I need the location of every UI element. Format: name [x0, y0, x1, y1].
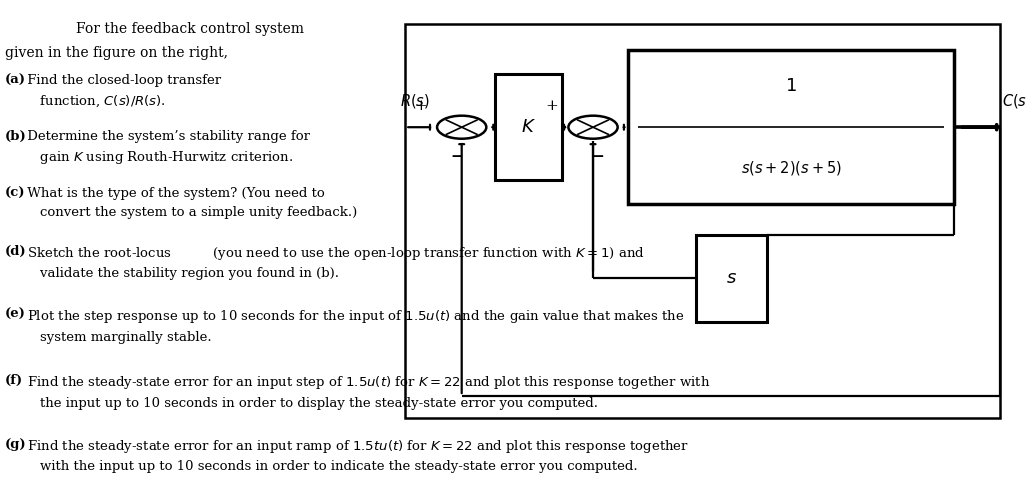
Text: $s(s + 2)(s + 5)$: $s(s + 2)(s + 5)$: [741, 159, 841, 177]
Text: Plot the step response up to 10 seconds for the input of $1.5u(t)$ and the gain : Plot the step response up to 10 seconds …: [6, 308, 684, 344]
Text: (b): (b): [5, 130, 27, 143]
Text: (g): (g): [5, 438, 27, 451]
Text: (d): (d): [5, 245, 27, 258]
Text: Find the steady-state error for an input step of $1.5u(t)$ for $K = 22$ and plot: Find the steady-state error for an input…: [6, 374, 711, 410]
Text: −: −: [450, 150, 463, 164]
Text: given in the figure on the right,: given in the figure on the right,: [5, 46, 228, 60]
Ellipse shape: [437, 116, 486, 139]
Text: For the feedback control system: For the feedback control system: [76, 22, 304, 36]
Text: $R(s)$: $R(s)$: [400, 92, 430, 110]
Bar: [696, 235, 767, 322]
Text: +: +: [546, 99, 558, 113]
Text: (e): (e): [5, 308, 26, 321]
Text: (c): (c): [5, 187, 26, 200]
Text: Determine the system’s stability range for
        gain $K$ using Routh-Hurwitz : Determine the system’s stability range f…: [6, 130, 310, 166]
Ellipse shape: [568, 116, 618, 139]
Text: $s$: $s$: [726, 269, 737, 288]
Bar: [495, 74, 562, 180]
Text: (a): (a): [5, 74, 26, 87]
Text: Find the closed-loop transfer
        function, $C(s)/R(s)$.: Find the closed-loop transfer function, …: [6, 74, 222, 109]
Bar: [405, 24, 1000, 418]
Text: Find the steady-state error for an input ramp of $1.5tu(t)$ for $K = 22$ and plo: Find the steady-state error for an input…: [6, 438, 689, 473]
Text: $K$: $K$: [521, 118, 536, 136]
Text: $C(s)$: $C(s)$: [1002, 92, 1026, 110]
Text: $1$: $1$: [785, 77, 797, 96]
Bar: [628, 50, 954, 204]
Text: Sketch the root-locus          (you need to use the open-loop transfer function : Sketch the root-locus (you need to use t…: [6, 245, 645, 280]
Text: +: +: [415, 99, 427, 113]
Text: −: −: [592, 150, 604, 164]
Text: (f): (f): [5, 374, 24, 387]
Text: What is the type of the system? (You need to
        convert the system to a sim: What is the type of the system? (You nee…: [6, 187, 357, 219]
